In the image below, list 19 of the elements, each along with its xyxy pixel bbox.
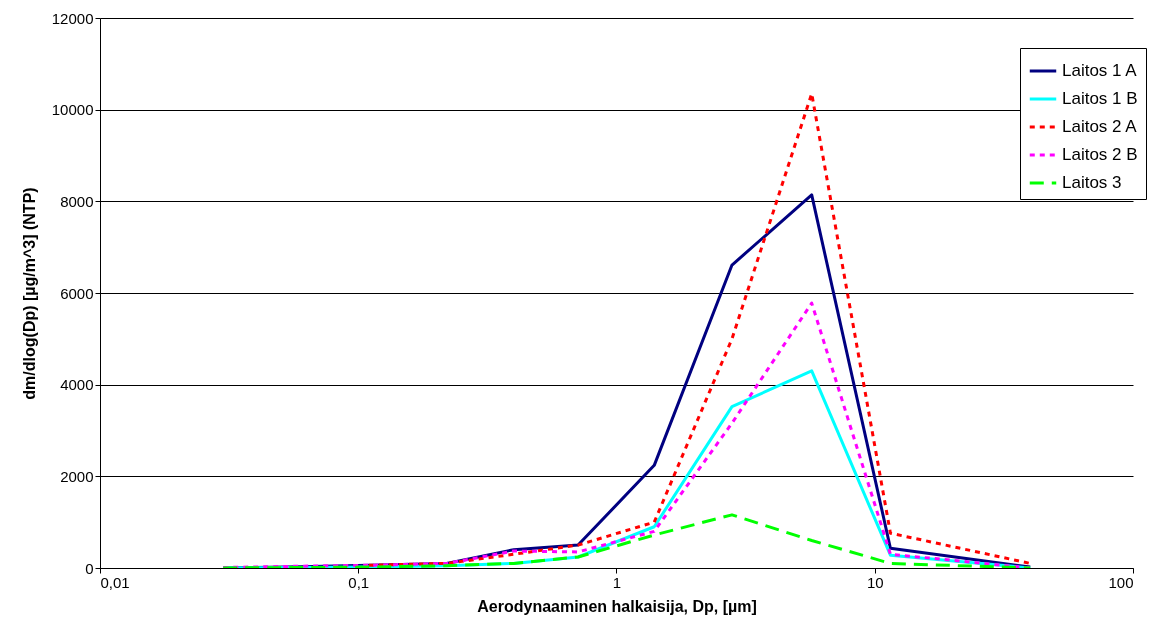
- legend-label: Laitos 1 A: [1062, 61, 1138, 80]
- y-tick-label: 6000: [60, 284, 94, 302]
- legend-label: Laitos 3: [1062, 173, 1122, 192]
- y-tick-label: 12000: [51, 9, 94, 27]
- x-tick-label: 1: [612, 573, 622, 591]
- x-tick-label: 0,1: [348, 573, 370, 591]
- x-tick-label: 10: [866, 573, 884, 591]
- y-tick-label: 10000: [51, 101, 94, 119]
- x-axis-title: Aerodynaaminen halkaisija, Dp, [µm]: [477, 597, 757, 615]
- y-tick-label: 0: [85, 559, 94, 577]
- y-tick-label: 2000: [60, 467, 94, 485]
- legend-label: Laitos 1 B: [1062, 89, 1138, 108]
- x-tick-label: 100: [1108, 573, 1134, 591]
- x-tick-label: 0,01: [100, 573, 130, 591]
- y-tick-label: 4000: [60, 376, 94, 394]
- y-tick-label: 8000: [60, 192, 94, 210]
- legend-label: Laitos 2 A: [1062, 117, 1138, 136]
- y-axis-title: dm/dlog(Dp) [µg/m^3] (NTP): [20, 187, 38, 400]
- legend-label: Laitos 2 B: [1062, 145, 1138, 164]
